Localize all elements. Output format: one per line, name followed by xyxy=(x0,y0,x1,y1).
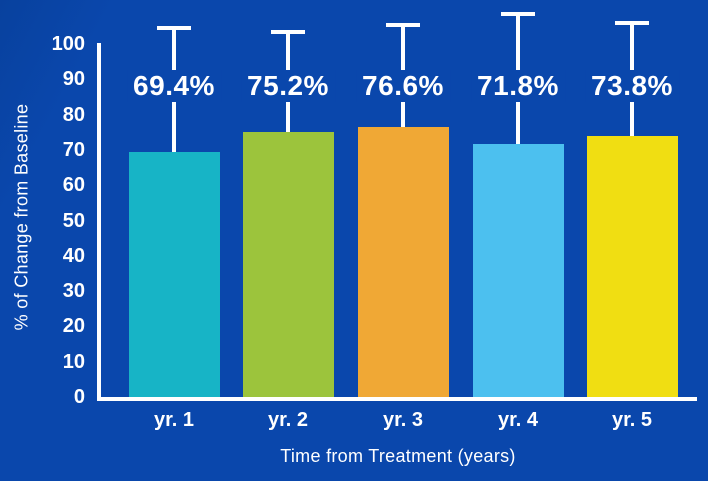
x-axis-title: Time from Treatment (years) xyxy=(280,446,516,466)
bar xyxy=(472,143,564,397)
value-label: 71.8% xyxy=(471,70,565,102)
x-axis-line xyxy=(97,397,697,401)
error-bar-cap xyxy=(386,22,420,27)
y-axis-line xyxy=(97,43,101,401)
x-tick-label: yr. 4 xyxy=(497,409,539,431)
y-tick-label: 40 xyxy=(62,244,85,267)
error-bar-cap xyxy=(157,26,191,31)
error-bar-cap xyxy=(501,12,535,17)
value-label: 75.2% xyxy=(241,70,335,102)
x-tick-label: yr. 3 xyxy=(382,409,424,431)
x-tick-label: yr. 1 xyxy=(153,409,195,431)
value-label: 76.6% xyxy=(356,70,450,102)
x-tick-label: yr. 5 xyxy=(611,409,653,431)
bar xyxy=(242,131,334,397)
value-label: 69.4% xyxy=(127,70,221,102)
y-tick-label: 80 xyxy=(62,103,85,126)
y-tick-label: 70 xyxy=(62,138,85,161)
error-bar-cap xyxy=(615,21,649,26)
error-bar-cap xyxy=(271,29,305,34)
y-tick-label: 20 xyxy=(62,315,85,338)
y-tick-label: 30 xyxy=(62,280,85,303)
value-label: 73.8% xyxy=(585,70,679,102)
bar xyxy=(357,126,449,397)
y-tick-label: 0 xyxy=(73,386,85,408)
bar xyxy=(586,136,678,397)
y-tick-label: 90 xyxy=(62,68,85,91)
y-tick-label: 100 xyxy=(51,33,85,55)
y-tick-label: 60 xyxy=(62,174,85,197)
y-tick-label: 10 xyxy=(62,350,85,373)
x-tick-label: yr. 2 xyxy=(267,409,309,431)
y-tick-label: 50 xyxy=(62,209,85,232)
bar xyxy=(128,152,220,397)
